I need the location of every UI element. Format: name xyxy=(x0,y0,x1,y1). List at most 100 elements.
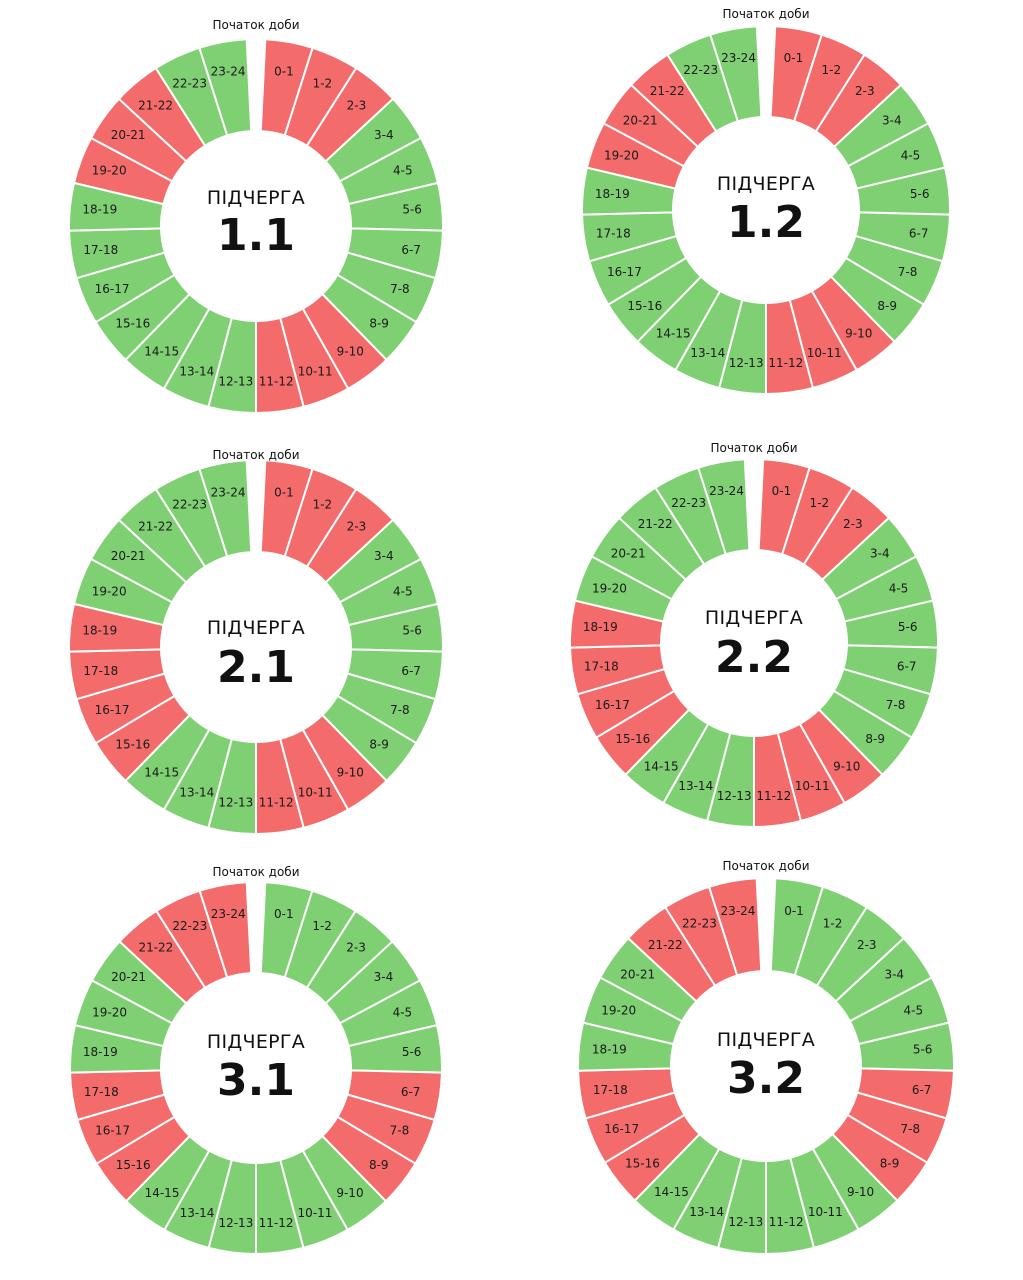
subqueue-word: ПІДЧЕРГА xyxy=(705,607,803,629)
hour-label: 16-17 xyxy=(95,1124,130,1138)
hour-label: 3-4 xyxy=(374,970,394,984)
hour-label: 5-6 xyxy=(910,187,930,201)
hour-label: 1-2 xyxy=(313,77,333,91)
hour-label: 7-8 xyxy=(901,1122,921,1136)
subqueue-number: 3.2 xyxy=(727,1053,805,1104)
hour-label: 16-17 xyxy=(95,282,130,296)
hour-label: 22-23 xyxy=(172,498,207,512)
hour-segment-23-24-on xyxy=(709,25,763,123)
subqueue-number: 1.1 xyxy=(217,210,295,261)
hour-label: 4-5 xyxy=(393,584,413,598)
hour-label: 10-11 xyxy=(808,1205,843,1219)
hour-label: 19-20 xyxy=(92,163,127,177)
hour-label: 6-7 xyxy=(401,664,421,678)
hour-label: 13-14 xyxy=(179,364,214,378)
subqueue-word: ПІДЧЕРГА xyxy=(717,1029,815,1051)
hour-label: 4-5 xyxy=(889,581,909,595)
hour-label: 5-6 xyxy=(402,203,422,217)
hour-label: 17-18 xyxy=(596,227,631,241)
hour-label: 14-15 xyxy=(644,760,679,774)
subqueue-number: 3.1 xyxy=(217,1055,295,1106)
hour-segment-23-24-on xyxy=(198,38,253,137)
hour-label: 7-8 xyxy=(390,282,410,296)
hour-label: 17-18 xyxy=(584,660,619,674)
hour-label: 14-15 xyxy=(654,1185,689,1199)
hour-label: 23-24 xyxy=(721,51,756,65)
hour-label: 21-22 xyxy=(638,517,673,531)
hour-label: 6-7 xyxy=(912,1083,932,1097)
hour-label: 2-3 xyxy=(855,84,875,98)
hour-label: 16-17 xyxy=(604,1122,639,1136)
hour-label: 19-20 xyxy=(592,581,627,595)
subqueue-word: ПІДЧЕРГА xyxy=(717,173,815,195)
hour-label: 3-4 xyxy=(884,968,904,982)
hour-label: 13-14 xyxy=(689,1205,724,1219)
hour-label: 15-16 xyxy=(625,1157,660,1171)
hour-label: 19-20 xyxy=(604,148,639,162)
hour-label: 23-24 xyxy=(211,486,246,500)
subqueue-number: 2.1 xyxy=(217,642,295,693)
hour-label: 10-11 xyxy=(298,785,333,799)
hour-label: 3-4 xyxy=(882,113,902,127)
chart-6: 0-1 1-2 2-3 3-4 4-5 5-6 6-7 7-8 8-9 9-10 10-11 11-1… xyxy=(577,859,955,1256)
subqueue-word: ПІДЧЕРГА xyxy=(207,1031,305,1053)
hour-label: 5-6 xyxy=(402,624,422,638)
hour-label: 9-10 xyxy=(337,345,364,359)
hour-label: 11-12 xyxy=(259,1216,294,1230)
hour-label: 23-24 xyxy=(211,907,246,921)
hour-label: 11-12 xyxy=(756,789,791,803)
hour-label: 18-19 xyxy=(595,187,630,201)
hour-label: 9-10 xyxy=(337,766,364,780)
hour-label: 0-1 xyxy=(274,907,294,921)
hour-segment-23-24-off xyxy=(198,881,253,979)
hour-label: 4-5 xyxy=(393,163,413,177)
hour-label: 1-2 xyxy=(822,63,842,77)
hour-label: 3-4 xyxy=(374,549,394,563)
hour-label: 11-12 xyxy=(259,375,294,389)
hour-label: 12-13 xyxy=(729,356,764,370)
hour-label: 3-4 xyxy=(374,128,394,142)
hour-label: 17-18 xyxy=(83,664,118,678)
hour-label: 15-16 xyxy=(116,1158,151,1172)
hour-label: 18-19 xyxy=(592,1043,627,1057)
hour-label: 2-3 xyxy=(347,98,367,112)
hour-label: 19-20 xyxy=(92,584,127,598)
hour-label: 18-19 xyxy=(583,620,618,634)
start-of-day-label: Початок доби xyxy=(722,859,809,873)
hour-label: 10-11 xyxy=(298,364,333,378)
hour-label: 7-8 xyxy=(390,703,410,717)
hour-label: 18-19 xyxy=(82,203,117,217)
hour-label: 4-5 xyxy=(904,1003,924,1017)
hour-label: 9-10 xyxy=(847,1185,874,1199)
hour-label: 17-18 xyxy=(83,243,118,257)
start-of-day-label: Початок доби xyxy=(722,7,809,21)
hour-label: 13-14 xyxy=(180,1206,215,1220)
hour-label: 23-24 xyxy=(709,484,744,498)
subqueue-number: 1.2 xyxy=(727,197,805,248)
hour-label: 12-13 xyxy=(717,789,752,803)
hour-segment-23-24-on xyxy=(198,459,253,558)
hour-label: 21-22 xyxy=(138,98,173,112)
hour-label: 11-12 xyxy=(768,356,803,370)
hour-label: 6-7 xyxy=(401,1085,421,1099)
hour-label: 20-21 xyxy=(623,113,658,127)
hour-label: 14-15 xyxy=(145,1186,180,1200)
hour-label: 5-6 xyxy=(402,1045,422,1059)
hour-label: 22-23 xyxy=(172,919,207,933)
hour-label: 7-8 xyxy=(898,265,918,279)
hour-label: 6-7 xyxy=(897,660,917,674)
hour-label: 9-10 xyxy=(845,327,872,341)
hour-label: 17-18 xyxy=(593,1083,628,1097)
start-of-day-label: Початок доби xyxy=(212,865,299,879)
hour-segment-23-24-off xyxy=(707,877,763,977)
hour-label: 17-18 xyxy=(84,1085,119,1099)
hour-label: 18-19 xyxy=(82,624,117,638)
start-of-day-label: Початок доби xyxy=(710,441,797,455)
hour-label: 22-23 xyxy=(682,916,717,930)
hour-label: 18-19 xyxy=(83,1045,118,1059)
start-of-day-label: Початок доби xyxy=(212,448,299,462)
